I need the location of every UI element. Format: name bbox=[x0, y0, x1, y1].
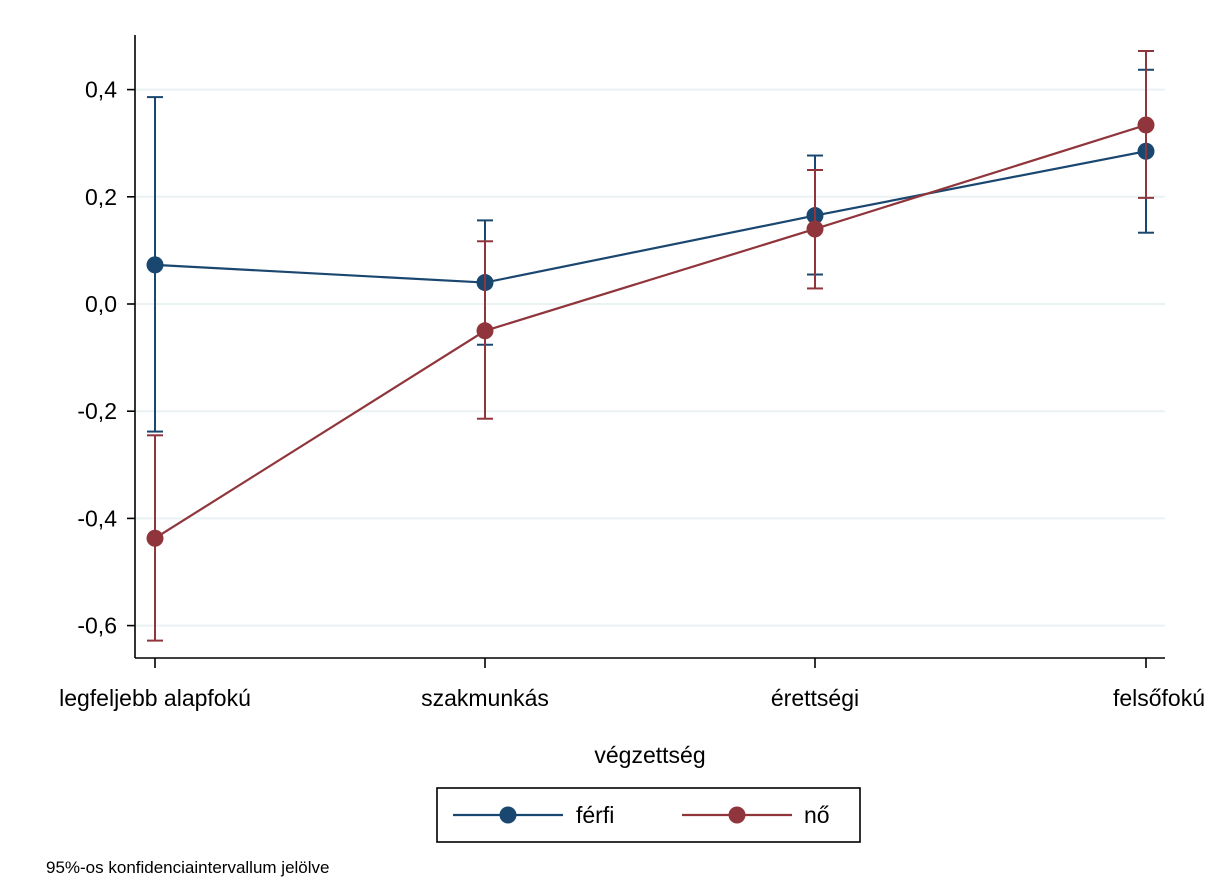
data-point bbox=[146, 529, 164, 547]
x-tick-label: érettségi bbox=[771, 685, 859, 711]
x-axis: legfeljebb alapfokú szakmunkás érettségi fe… bbox=[59, 657, 1205, 711]
y-tick-label: -0,4 bbox=[77, 505, 117, 531]
x-tick-label: felsőfokú bbox=[1113, 685, 1205, 711]
legend-label: férfi bbox=[576, 802, 614, 828]
data-point bbox=[1137, 116, 1155, 134]
series-line bbox=[154, 150, 1147, 284]
x-tick-label: szakmunkás bbox=[421, 685, 549, 711]
x-tick-label: legfeljebb alapfokú bbox=[59, 685, 251, 711]
y-tick-label: 0,4 bbox=[85, 77, 117, 103]
legend-item-1: nő bbox=[682, 802, 830, 828]
series-1 bbox=[146, 50, 1155, 642]
legend: férfi nő bbox=[436, 787, 861, 843]
gridlines bbox=[135, 88, 1165, 627]
series-0 bbox=[146, 68, 1155, 433]
series-layer bbox=[146, 50, 1155, 642]
legend-label: nő bbox=[804, 802, 830, 828]
legend-marker bbox=[499, 806, 517, 824]
legend-item-0: férfi bbox=[453, 802, 614, 828]
legend-marker bbox=[728, 806, 746, 824]
y-tick-label: -0,6 bbox=[77, 613, 117, 639]
data-point bbox=[146, 256, 164, 274]
series-line bbox=[154, 123, 1147, 540]
y-tick-label: 0,2 bbox=[85, 184, 117, 210]
footnote: 95%-os konfidenciaintervallum jelölve bbox=[46, 858, 330, 877]
data-point bbox=[476, 322, 494, 340]
data-point bbox=[806, 220, 824, 238]
x-axis-title: végzettség bbox=[594, 742, 705, 768]
y-tick-label: 0,0 bbox=[85, 291, 117, 317]
y-tick-label: -0,2 bbox=[77, 398, 117, 424]
y-axis: 0,4 0,2 0,0 -0,2 -0,4 -0,6 bbox=[77, 35, 136, 658]
